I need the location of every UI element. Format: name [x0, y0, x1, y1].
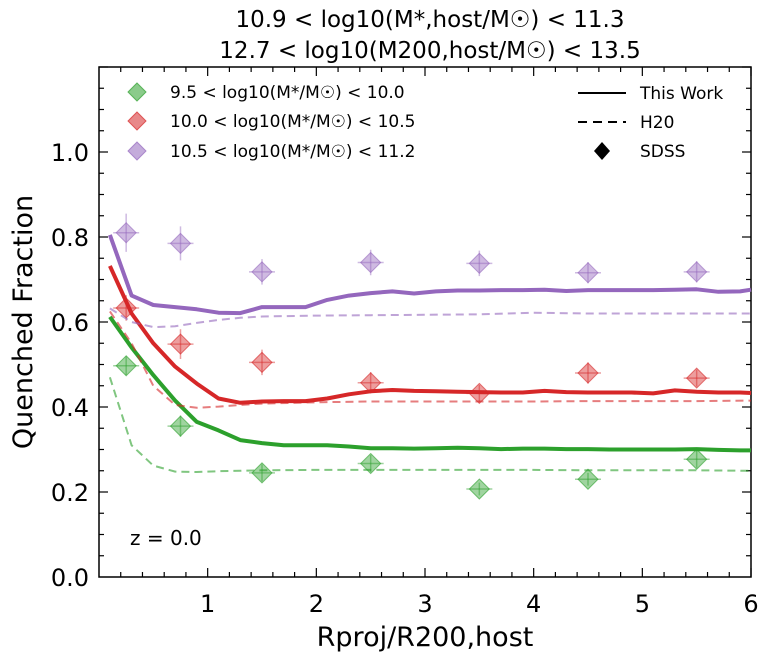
x-tick-label: 6 [743, 590, 758, 618]
x-tick-label: 3 [417, 590, 432, 618]
y-tick-label: 0.8 [51, 224, 89, 252]
h20-line [108, 376, 752, 474]
sdss-point [115, 222, 137, 244]
x-tick-label: 4 [526, 590, 541, 618]
sdss-point [115, 355, 137, 377]
sdss-point [359, 251, 382, 274]
legend-diamond-marker-icon [127, 82, 147, 102]
legend-this-work: This Work [639, 84, 723, 104]
sdss-point [359, 452, 382, 475]
h20-line [109, 310, 752, 409]
sdss-point [685, 261, 708, 283]
sdss-point [251, 261, 273, 283]
this-work-line [108, 265, 752, 405]
y-tick-label: 0.4 [51, 394, 89, 422]
legend-sdss: SDSS [640, 142, 685, 162]
y-tick-label: 0.6 [51, 309, 89, 337]
style-legend: This Work H20 SDSS [578, 84, 723, 162]
sdss-point [468, 478, 491, 500]
series-group-2 [108, 213, 752, 329]
sdss-point [468, 252, 491, 275]
series-group-1 [108, 265, 752, 409]
x-axis-label: Rproj/R200,host [317, 622, 534, 653]
chart-title-line1: 10.9 < log10(M*,host/M☉) < 11.3 [235, 7, 624, 33]
h20-line [109, 307, 751, 329]
y-tick-label: 0.2 [51, 479, 89, 507]
sdss-point [169, 415, 192, 437]
series-group-0 [108, 315, 752, 500]
legend-diamond-icon [594, 142, 610, 160]
legend-mass-bin-high: 10.5 < log10(M*/M☉) < 11.2 [170, 142, 415, 162]
sdss-point [685, 448, 708, 470]
x-tick-label: 5 [635, 590, 650, 618]
sdss-point [251, 351, 273, 374]
chart-title-line2: 12.7 < log10(M200,host/M☉) < 13.5 [219, 38, 640, 64]
axis-ticks: 1 2 3 4 5 6 0.0 0.2 0.4 0.6 0.8 1.0 [51, 66, 759, 618]
sdss-point [577, 468, 599, 490]
this-work-line [108, 315, 751, 453]
legend-mass-bin-low: 9.5 < log10(M*/M☉) < 10.0 [170, 83, 405, 103]
legend-diamond-marker-icon [127, 111, 147, 131]
sdss-point [685, 367, 708, 389]
sdss-point [169, 232, 192, 255]
legend-mass-bin-mid: 10.0 < log10(M*/M☉) < 10.5 [170, 112, 415, 132]
x-tick-label: 1 [200, 590, 215, 618]
this-work-line [108, 234, 752, 316]
y-tick-label: 1.0 [51, 139, 89, 167]
x-tick-label: 2 [309, 590, 324, 618]
sdss-point [251, 462, 273, 484]
mass-bin-legend: 9.5 < log10(M*/M☉) < 10.0 10.0 < log10(M… [127, 82, 415, 162]
sdss-point [577, 362, 599, 384]
sdss-point [169, 333, 192, 355]
sdss-point [577, 261, 599, 284]
y-axis-label: Quenched Fraction [8, 195, 39, 449]
legend-diamond-marker-icon [127, 141, 147, 161]
y-tick-label: 0.0 [51, 564, 89, 592]
plot-series [108, 213, 752, 500]
legend-h20: H20 [640, 113, 674, 133]
redshift-annotation: z = 0.0 [130, 526, 202, 550]
